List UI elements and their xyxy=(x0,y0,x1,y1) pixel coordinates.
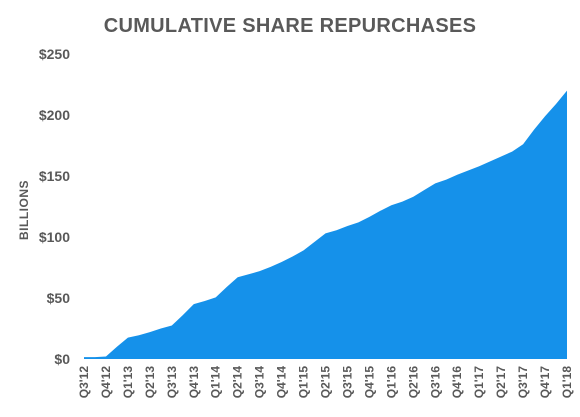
x-tick-label: Q3'16 xyxy=(428,366,442,399)
x-tick-label: Q4'14 xyxy=(275,366,289,399)
x-tick-label: Q2'16 xyxy=(406,366,420,399)
x-tick-label: Q3'12 xyxy=(77,366,91,399)
y-tick-label: $150 xyxy=(39,168,70,184)
y-tick-label: $100 xyxy=(39,229,70,245)
x-tick-label: Q2'14 xyxy=(231,366,245,399)
x-tick-label: Q4'16 xyxy=(450,366,464,399)
y-tick-label: $50 xyxy=(47,290,71,306)
x-tick-label: Q1'14 xyxy=(209,366,223,399)
x-tick-label: Q4'17 xyxy=(538,366,552,399)
x-tick-label: Q2'17 xyxy=(494,366,508,399)
y-tick-label: $0 xyxy=(54,351,70,367)
x-tick-label: Q1'17 xyxy=(472,366,486,399)
x-tick-label: Q2'15 xyxy=(319,366,333,399)
x-tick-label: Q1'15 xyxy=(297,366,311,399)
y-tick-label: $200 xyxy=(39,107,70,123)
y-axis-ticks: $0 $50 $100 $150 $200 $250 xyxy=(39,46,70,367)
chart-title: CUMULATIVE SHARE REPURCHASES xyxy=(104,15,477,37)
x-tick-label: Q3'15 xyxy=(340,366,354,399)
cumulative-repurchases-area xyxy=(84,90,567,359)
y-axis-label: BILLIONS xyxy=(17,180,31,240)
x-tick-label: Q1'13 xyxy=(121,366,135,399)
y-tick-label: $250 xyxy=(39,46,70,62)
x-tick-label: Q4'15 xyxy=(362,366,376,399)
x-tick-label: Q4'13 xyxy=(187,366,201,399)
x-tick-label: Q3'14 xyxy=(253,366,267,399)
x-tick-label: Q3'17 xyxy=(516,366,530,399)
x-axis-ticks: Q3'12 Q4'12 Q1'13 Q2'13 Q3'13 Q4'13 Q1'14 Q2'14… xyxy=(77,366,574,399)
x-tick-label: Q1'18 xyxy=(560,366,574,399)
x-tick-label: Q4'12 xyxy=(99,366,113,399)
x-tick-label: Q2'13 xyxy=(143,366,157,399)
x-tick-label: Q1'16 xyxy=(384,366,398,399)
x-tick-label: Q3'13 xyxy=(165,366,179,399)
